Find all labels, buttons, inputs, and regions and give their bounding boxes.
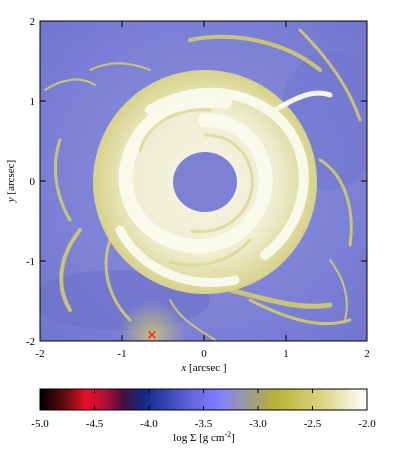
y-tick-label: 0 — [30, 176, 36, 188]
colorbar-ticks — [94, 389, 313, 410]
y-axis-unit: [arcsec] — [5, 160, 17, 195]
x-axis — [39, 21, 368, 341]
y-axis-var: y — [5, 197, 17, 203]
x-tick-label: 2 — [364, 348, 370, 360]
x-axis-var: x — [180, 362, 186, 374]
x-tick-label: 0 — [201, 348, 207, 360]
colorbar-title-exp: -2 — [224, 430, 231, 439]
colorbar-title: log Σ [g cm-2] — [173, 430, 235, 444]
x-tick-label: 1 — [283, 348, 289, 360]
colorbar-tick-label: -2.5 — [304, 418, 322, 430]
colorbar-title-main: log Σ [g cm — [173, 432, 225, 444]
colorbar-title-end: ] — [231, 432, 235, 444]
x-axis-title: x [arcsec ] — [180, 362, 226, 374]
density-map: × — [40, 21, 367, 343]
x-axis-unit: [arcsec ] — [189, 362, 227, 374]
y-tick-label: 2 — [30, 16, 36, 28]
colorbar-tick-label: -2.0 — [358, 418, 376, 430]
y-tick-label: -2 — [26, 336, 35, 348]
x-tick-label: -2 — [35, 348, 44, 360]
y-tick-label: 1 — [30, 96, 36, 108]
y-axis — [40, 20, 367, 342]
colorbar-tick-label: -4.0 — [140, 418, 158, 430]
marker-x-icon: × — [147, 328, 158, 343]
colorbar-tick-label: -3.0 — [249, 418, 267, 430]
x-tick-label: -1 — [117, 348, 126, 360]
colorbar-tick-label: -3.5 — [195, 418, 213, 430]
colorbar-tick-label: -4.5 — [86, 418, 104, 430]
colorbar-tick-label: -5.0 — [31, 418, 49, 430]
y-axis-title: y [arcsec] — [5, 160, 17, 203]
y-tick-label: -1 — [26, 256, 35, 268]
